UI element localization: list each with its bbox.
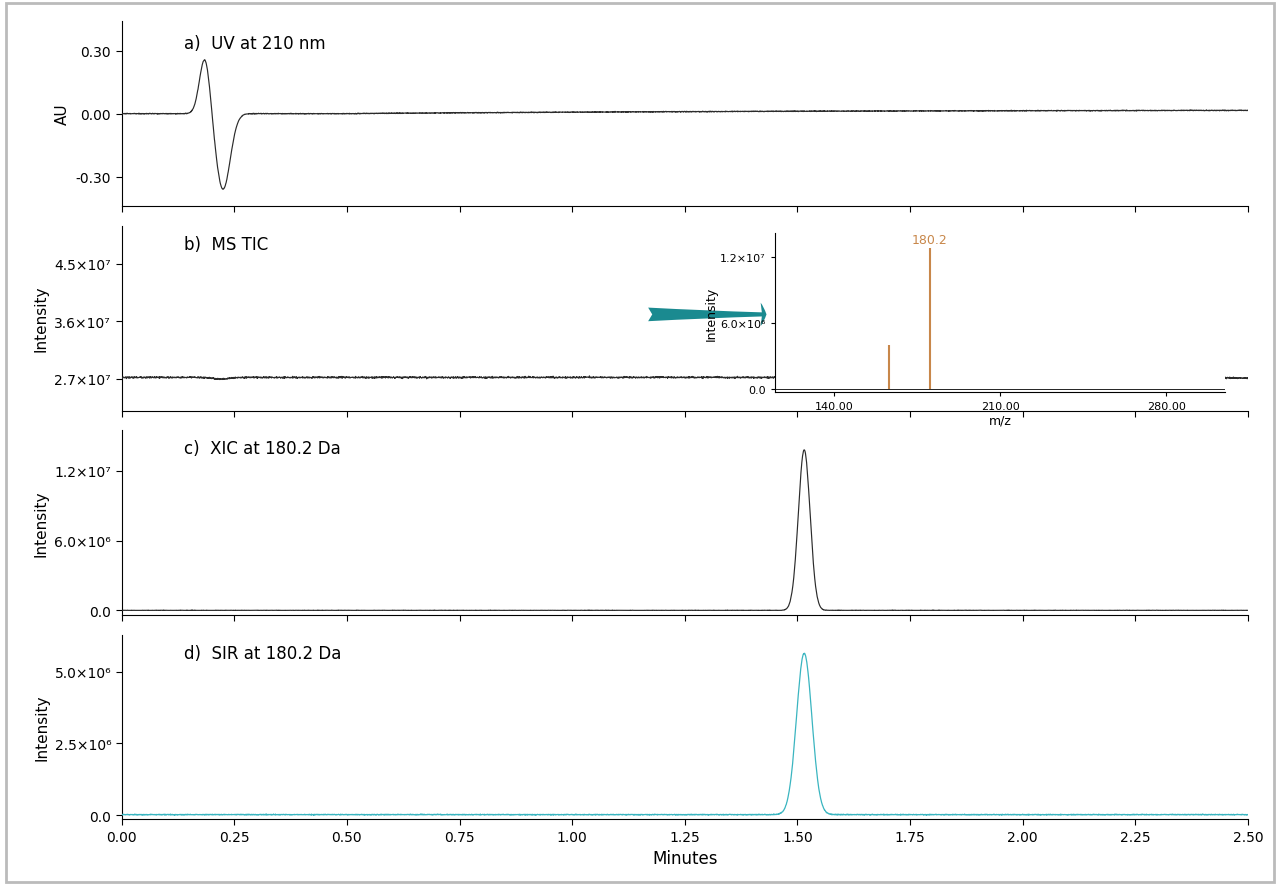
Y-axis label: Intensity: Intensity bbox=[33, 285, 49, 352]
X-axis label: Minutes: Minutes bbox=[652, 850, 718, 867]
Text: a)  UV at 210 nm: a) UV at 210 nm bbox=[183, 35, 325, 53]
Y-axis label: AU: AU bbox=[55, 104, 70, 125]
Text: b)  MS TIC: b) MS TIC bbox=[183, 236, 268, 253]
Y-axis label: Intensity: Intensity bbox=[33, 490, 49, 556]
Text: c)  XIC at 180.2 Da: c) XIC at 180.2 Da bbox=[183, 439, 340, 458]
Y-axis label: Intensity: Intensity bbox=[35, 694, 49, 760]
Text: d)  SIR at 180.2 Da: d) SIR at 180.2 Da bbox=[183, 644, 340, 662]
